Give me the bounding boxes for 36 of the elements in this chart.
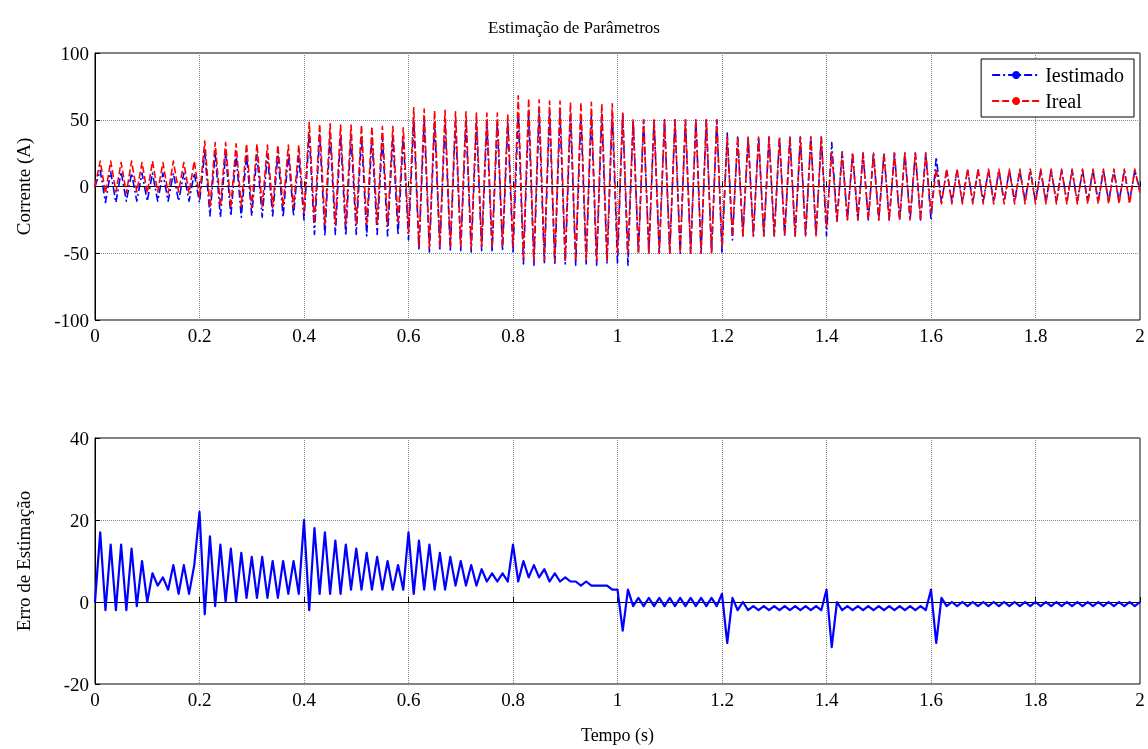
- y-axis-title: Corrente (A): [13, 137, 35, 236]
- x-tick-label: 2: [1135, 689, 1145, 710]
- y-tick-label: 0: [79, 176, 89, 197]
- line-series: [93, 510, 1142, 649]
- x-tick-label: 2: [1135, 325, 1145, 346]
- x-tick-label: 1: [612, 325, 623, 346]
- y-tick-label: -100: [54, 309, 89, 331]
- x-tick-label: 0.8: [501, 325, 525, 346]
- y-tick-label: 40: [70, 427, 89, 449]
- x-tick-label: 1.8: [1023, 689, 1048, 710]
- y-tick-label: -20: [63, 673, 89, 695]
- x-tick-label: 1.6: [919, 325, 943, 346]
- y-axis-title: Erro de Estimação: [13, 490, 34, 632]
- x-tick-label: 0.6: [396, 689, 421, 710]
- x-axis-title: Tempo (s): [580, 725, 655, 746]
- x-tick-label: 0.2: [187, 689, 212, 710]
- x-tick-label: 1.2: [710, 325, 734, 346]
- y-tick-label: 20: [70, 509, 89, 531]
- x-tick-label: 0.8: [501, 689, 525, 710]
- x-tick-label: 1.2: [710, 689, 734, 710]
- x-tick-label: 1.8: [1023, 325, 1048, 346]
- y-tick-label: 0: [79, 591, 89, 613]
- x-tick-label: 0.4: [292, 689, 317, 710]
- legend-label: Iestimado: [1045, 64, 1125, 86]
- y-tick-label: 100: [60, 42, 89, 64]
- x-tick-label: 0.2: [187, 325, 212, 346]
- x-tick-label: 1.6: [919, 689, 943, 710]
- y-tick-label: -50: [63, 242, 89, 264]
- x-tick-label: 0.4: [292, 325, 317, 346]
- x-tick-label: 1: [612, 689, 623, 710]
- chart-title: Estimação de Parâmetros: [488, 18, 660, 37]
- x-tick-label: 0.6: [396, 325, 421, 346]
- x-tick-label: 1.4: [814, 689, 839, 710]
- y-tick-label: 50: [70, 109, 89, 131]
- legend-label: Ireal: [1045, 90, 1083, 112]
- x-tick-label: 1.4: [814, 325, 839, 346]
